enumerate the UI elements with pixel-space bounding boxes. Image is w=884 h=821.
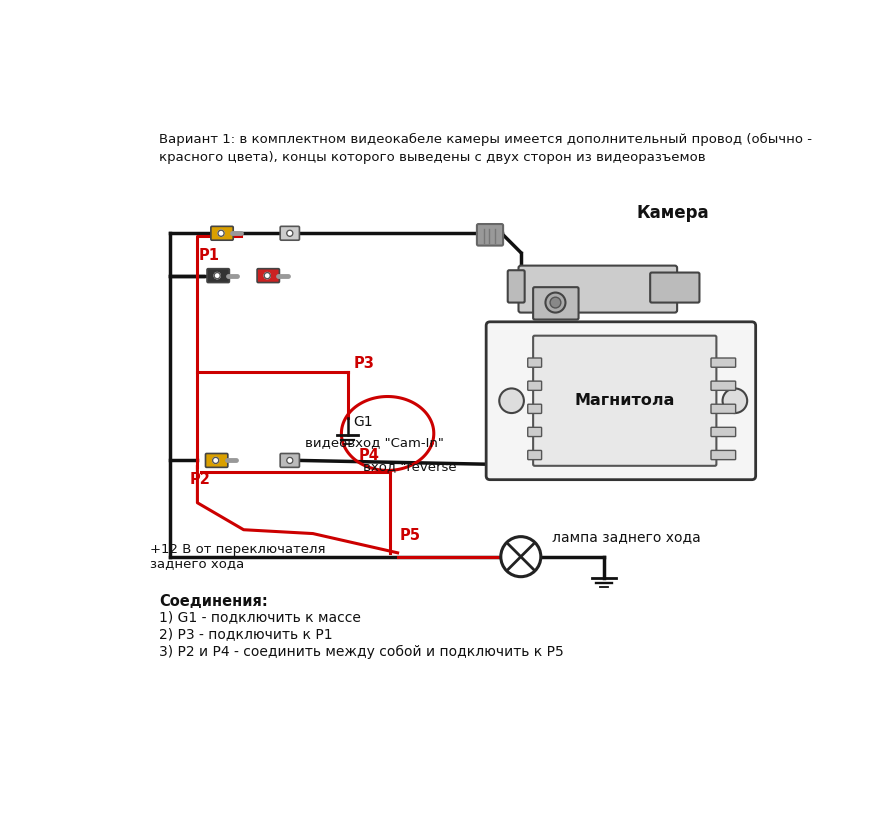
FancyBboxPatch shape	[711, 358, 735, 367]
FancyBboxPatch shape	[528, 427, 542, 437]
FancyBboxPatch shape	[650, 273, 699, 303]
Circle shape	[286, 457, 293, 464]
FancyBboxPatch shape	[477, 224, 503, 245]
FancyBboxPatch shape	[528, 451, 542, 460]
FancyBboxPatch shape	[528, 358, 542, 367]
Text: лампа заднего хода: лампа заднего хода	[552, 530, 700, 544]
FancyBboxPatch shape	[528, 381, 542, 390]
Text: +12 В от переключателя: +12 В от переключателя	[149, 543, 325, 556]
FancyBboxPatch shape	[711, 451, 735, 460]
Text: G1: G1	[354, 415, 373, 429]
FancyBboxPatch shape	[205, 453, 228, 467]
FancyBboxPatch shape	[711, 404, 735, 414]
Text: P3: P3	[354, 356, 375, 371]
Circle shape	[545, 292, 566, 313]
Text: Вариант 1: в комплектном видеокабеле камеры имеется дополнительный провод (обычн: Вариант 1: в комплектном видеокабеле кам…	[159, 133, 812, 164]
Text: P2: P2	[190, 471, 210, 487]
Text: Магнитола: Магнитола	[575, 393, 675, 408]
Text: Соединения:: Соединения:	[159, 594, 268, 608]
Circle shape	[499, 388, 524, 413]
Text: вход "reverse": вход "reverse"	[363, 460, 462, 473]
Circle shape	[286, 230, 293, 236]
FancyBboxPatch shape	[280, 453, 300, 467]
Circle shape	[212, 457, 218, 464]
FancyBboxPatch shape	[211, 227, 233, 241]
Text: 1) G1 - подключить к массе: 1) G1 - подключить к массе	[159, 611, 361, 625]
Text: заднего хода: заднего хода	[149, 557, 244, 571]
Text: P5: P5	[400, 528, 421, 543]
Text: P4: P4	[359, 448, 380, 463]
FancyBboxPatch shape	[711, 427, 735, 437]
Text: 3) Р2 и Р4 - соединить между собой и подключить к Р5: 3) Р2 и Р4 - соединить между собой и под…	[159, 644, 564, 658]
Text: P1: P1	[199, 248, 220, 264]
FancyBboxPatch shape	[507, 270, 525, 303]
FancyBboxPatch shape	[257, 268, 279, 282]
Circle shape	[550, 297, 560, 308]
Circle shape	[214, 273, 220, 278]
FancyBboxPatch shape	[528, 404, 542, 414]
FancyBboxPatch shape	[519, 266, 677, 313]
FancyBboxPatch shape	[207, 268, 229, 282]
Text: Камера: Камера	[636, 204, 709, 222]
Circle shape	[218, 230, 225, 236]
Circle shape	[501, 537, 541, 576]
Circle shape	[722, 388, 747, 413]
Text: видеовход "Cam-In": видеовход "Cam-In"	[305, 437, 444, 450]
FancyBboxPatch shape	[486, 322, 756, 479]
FancyBboxPatch shape	[280, 227, 300, 241]
Circle shape	[264, 273, 271, 278]
FancyBboxPatch shape	[533, 336, 716, 466]
FancyBboxPatch shape	[711, 381, 735, 390]
Text: 2) Р3 - подключить к Р1: 2) Р3 - подключить к Р1	[159, 627, 332, 641]
FancyBboxPatch shape	[533, 287, 578, 319]
